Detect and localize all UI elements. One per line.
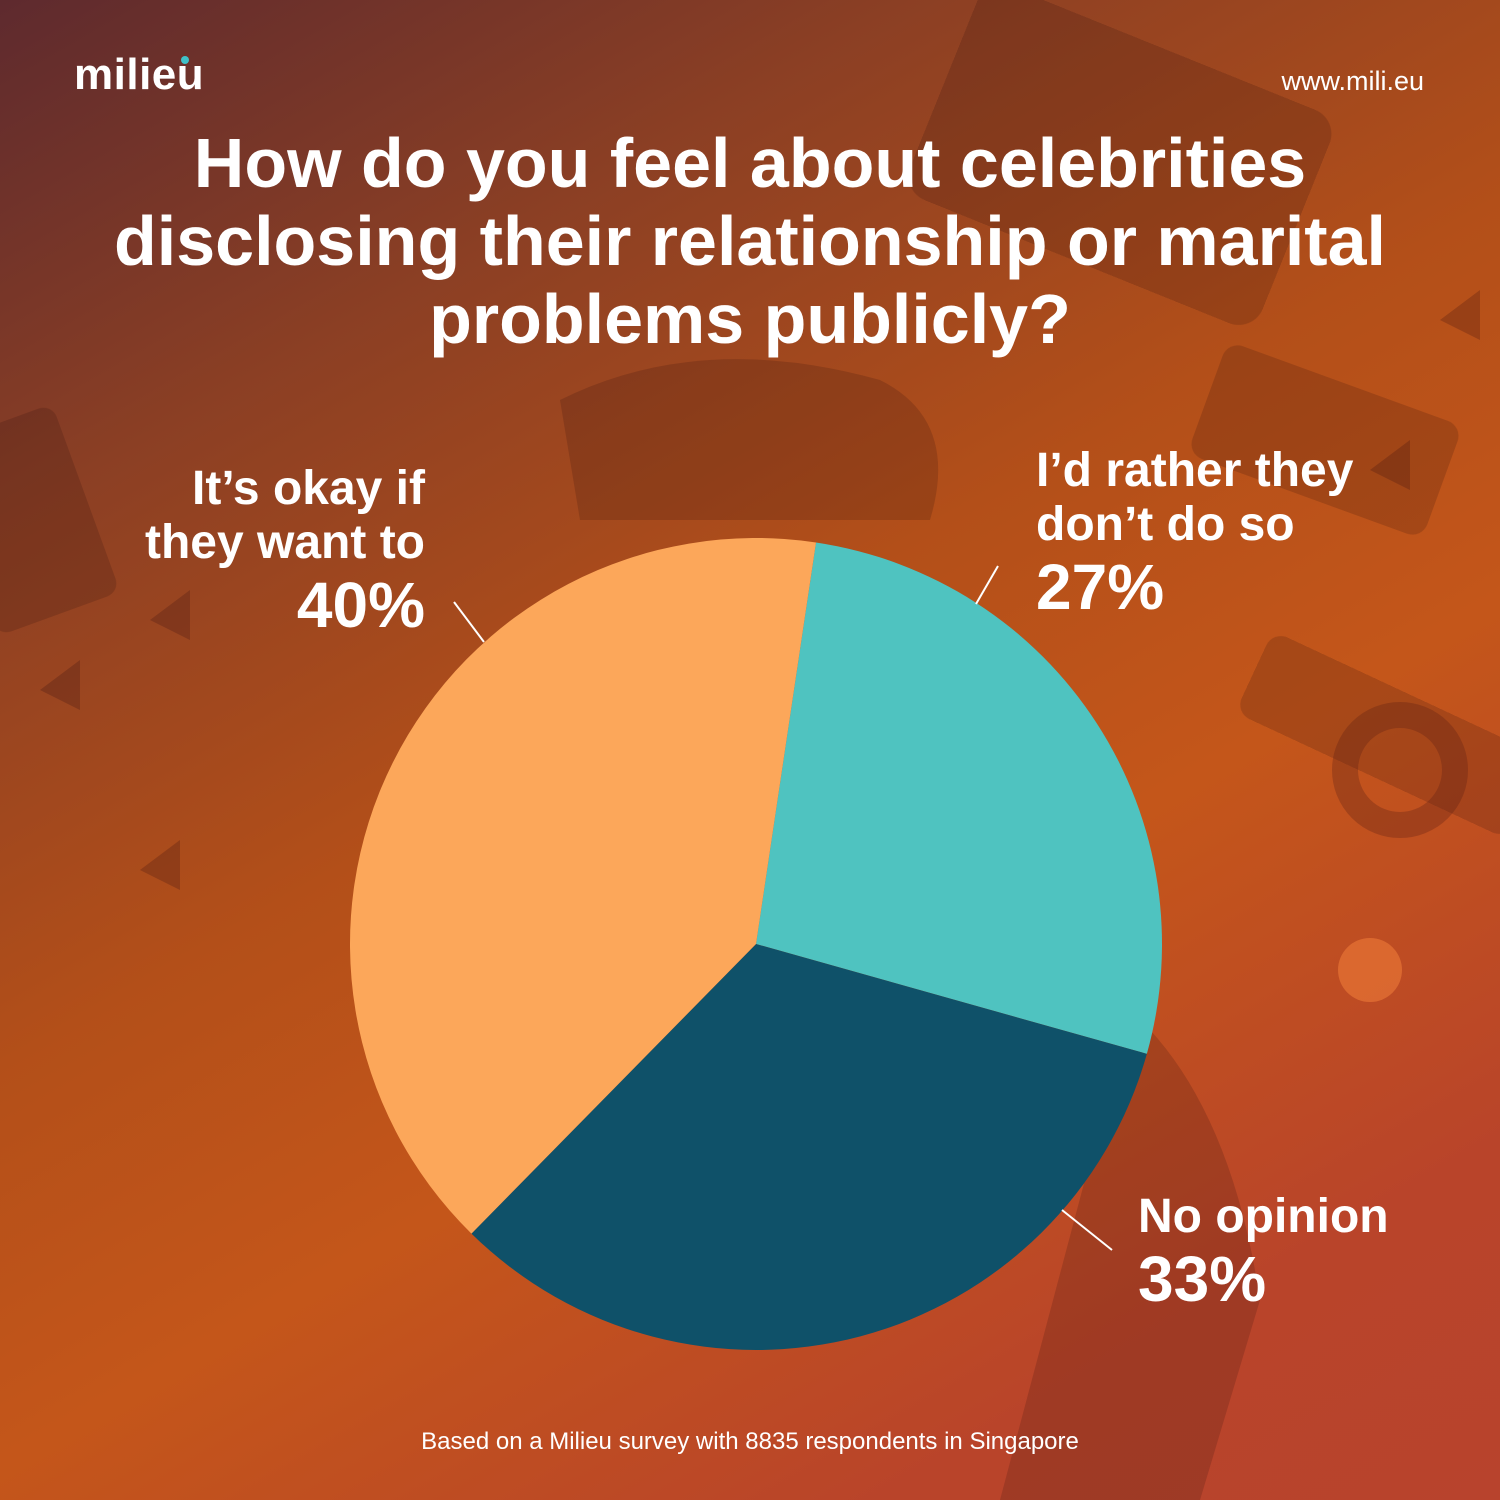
slice-label-okay-line2: they want to [144,516,425,569]
slice-label-okay-line1: It’s okay if [192,462,425,515]
leader-line-rather-not [975,565,999,605]
chart-title: How do you feel about celebrities disclo… [114,124,1386,358]
pie-slice-okay [350,538,817,1234]
slice-label-rather-not-line2: don’t do so [1036,498,1295,551]
pie-slice-rather-not [756,542,1163,1054]
slice-label-rather-not-line1: I’d rather they [1036,444,1354,497]
slice-label-okay: It’s okay if they want to 40% [5,462,425,640]
survey-footnote: Based on a Milieu survey with 8835 respo… [421,1428,1079,1455]
slice-label-no-opinion-line1: No opinion [1138,1190,1389,1243]
milieu-logo: milieu [74,50,205,99]
leader-line-okay [453,601,485,643]
slice-label-no-opinion: No opinion 33% [1138,1190,1478,1314]
slice-value-no-opinion: 33% [1138,1243,1267,1315]
website-url: www.mili.eu [1281,66,1424,96]
slice-label-rather-not: I’d rather they don’t do so 27% [1036,444,1436,622]
slice-value-okay: 40% [296,569,425,641]
pie-slice-no-opinion [471,944,1147,1351]
slice-value-rather-not: 27% [1036,551,1165,623]
logo-dot [181,56,189,64]
leader-line-no-opinion [1061,1209,1113,1251]
